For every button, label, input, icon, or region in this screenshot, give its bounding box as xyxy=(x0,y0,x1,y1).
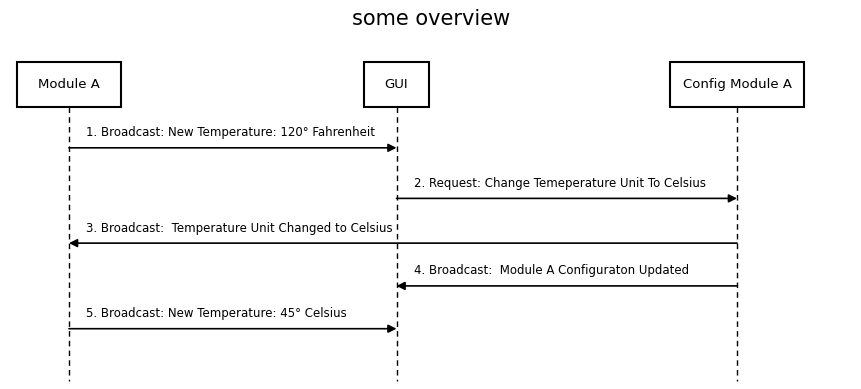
Text: 5. Broadcast: New Temperature: 45° Celsius: 5. Broadcast: New Temperature: 45° Celsi… xyxy=(86,307,346,320)
Text: Module A: Module A xyxy=(38,78,100,91)
Text: 3. Broadcast:  Temperature Unit Changed to Celsius: 3. Broadcast: Temperature Unit Changed t… xyxy=(86,222,393,235)
Bar xyxy=(17,62,121,107)
Text: 4. Broadcast:  Module A Configuraton Updated: 4. Broadcast: Module A Configuraton Upda… xyxy=(413,265,688,277)
Text: 1. Broadcast: New Temperature: 120° Fahrenheit: 1. Broadcast: New Temperature: 120° Fahr… xyxy=(86,126,375,139)
Text: Config Module A: Config Module A xyxy=(682,78,790,91)
Text: some overview: some overview xyxy=(351,9,510,30)
Text: 2. Request: Change Temeperature Unit To Celsius: 2. Request: Change Temeperature Unit To … xyxy=(413,177,705,190)
Bar xyxy=(364,62,429,107)
Bar xyxy=(670,62,803,107)
Text: GUI: GUI xyxy=(384,78,408,91)
